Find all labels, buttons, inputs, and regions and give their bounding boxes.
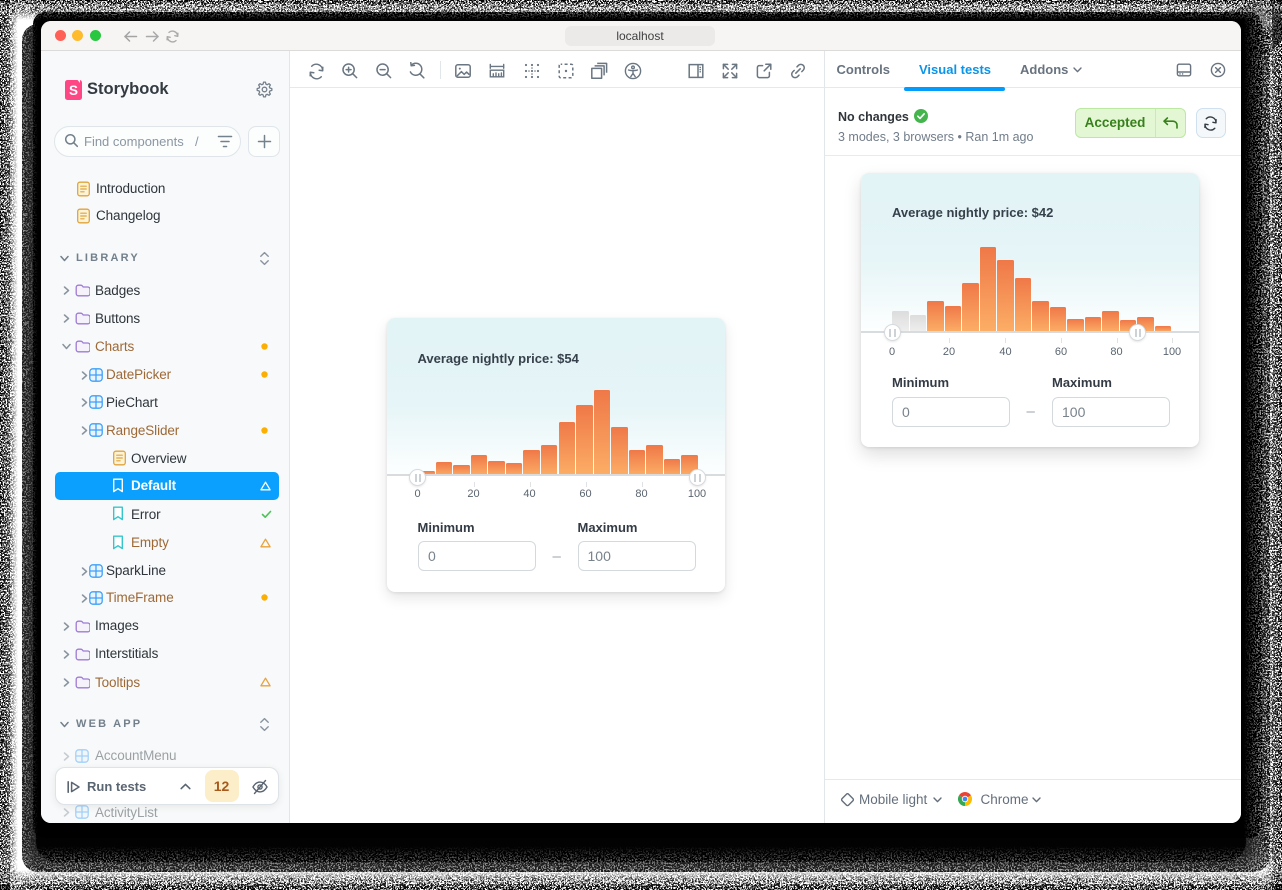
svg-text:S: S: [69, 83, 78, 98]
